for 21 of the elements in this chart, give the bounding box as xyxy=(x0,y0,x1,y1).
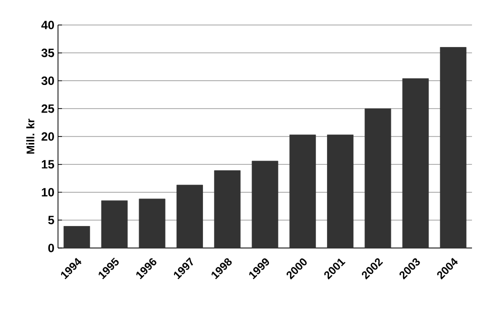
y-tick-label: 15 xyxy=(42,160,54,169)
y-tick-label: 25 xyxy=(42,104,54,113)
y-axis-title: Mill. kr xyxy=(26,118,34,154)
y-tick-label: 35 xyxy=(41,48,54,58)
y-tick-label: 20 xyxy=(42,132,54,141)
bar xyxy=(176,184,203,248)
bar xyxy=(327,134,354,248)
bar xyxy=(138,198,166,248)
bar xyxy=(289,134,316,248)
bar xyxy=(440,47,466,248)
y-tick-label: 5 xyxy=(48,216,54,224)
y-tick-label: 40 xyxy=(41,20,54,30)
bar xyxy=(64,226,90,248)
y-tick-label: 30 xyxy=(41,76,54,86)
bar xyxy=(364,108,392,248)
y-tick-label: 10 xyxy=(42,188,54,196)
bar xyxy=(101,200,128,248)
bar xyxy=(214,170,241,248)
y-tick-label: 0 xyxy=(48,244,54,252)
bar xyxy=(252,160,278,248)
bar xyxy=(402,78,429,248)
